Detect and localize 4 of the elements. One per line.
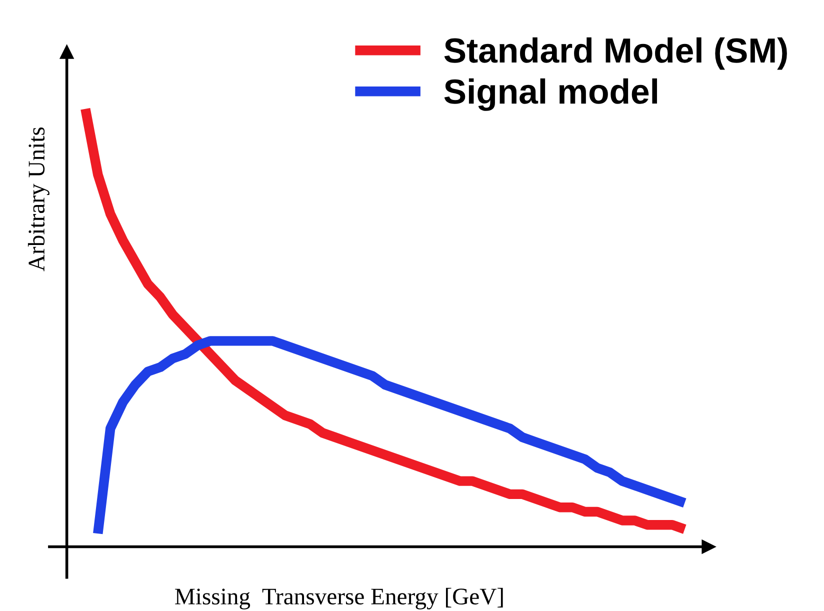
legend-label: Standard Model (SM) [444, 37, 787, 70]
y-axis-title: Arbitrary Units [28, 127, 50, 272]
legend-label: Signal model [444, 78, 657, 111]
x-axis-title: Missing Transverse Energy [GeV] [175, 588, 503, 610]
